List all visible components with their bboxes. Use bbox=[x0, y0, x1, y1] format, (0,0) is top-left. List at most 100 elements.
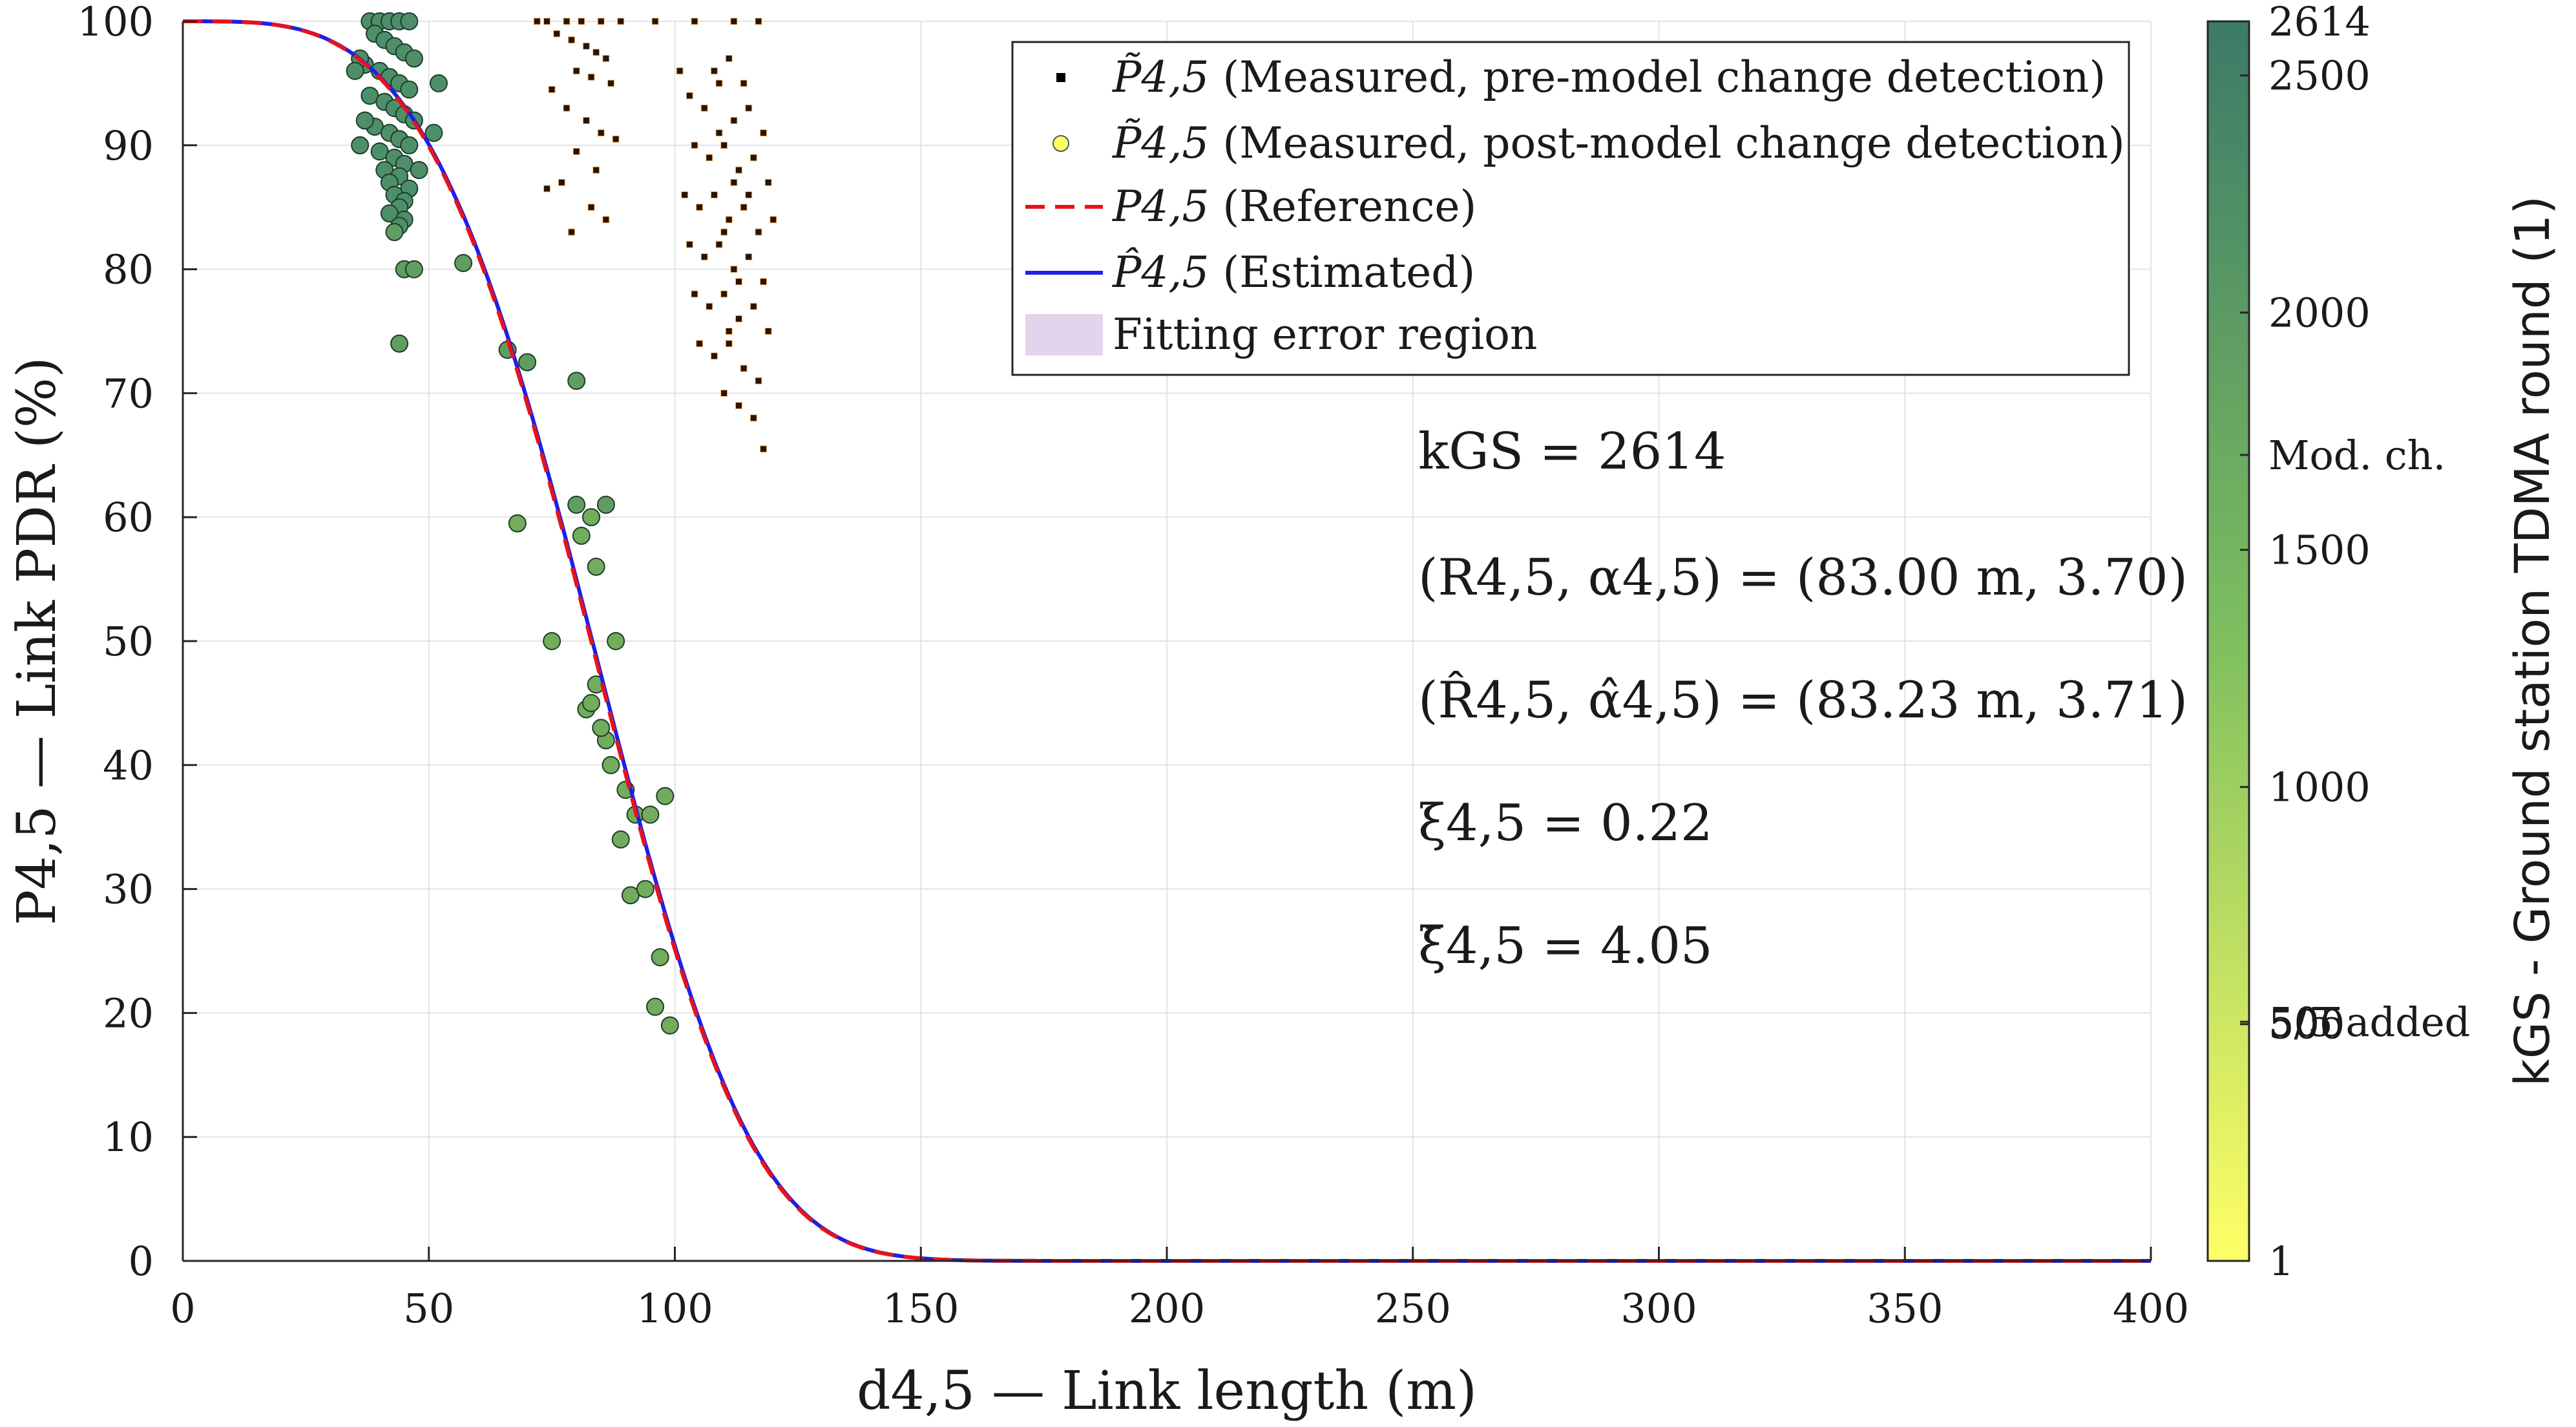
measured-pre-point bbox=[568, 228, 576, 236]
measured-post-point bbox=[518, 353, 537, 372]
measured-pre-point bbox=[720, 228, 728, 236]
measured-pre-point bbox=[749, 414, 757, 422]
legend: P̃4,5 (Measured, pre-model change detect… bbox=[1011, 41, 2130, 376]
annotation-line: ξ4,5 = 0.22 bbox=[1418, 794, 1713, 852]
legend-label: P̃4,5 (Measured, post-model change detec… bbox=[1112, 118, 2125, 168]
y-tick-label: 0 bbox=[129, 1238, 154, 1285]
y-tick-label: 60 bbox=[103, 494, 154, 541]
measured-post-point bbox=[567, 372, 586, 390]
measured-pre-point bbox=[582, 116, 590, 124]
measured-post-point bbox=[596, 496, 615, 514]
annotation-block: kGS = 2614 (R4,5, α4,5) = (83.00 m, 3.70)… bbox=[1418, 423, 2188, 975]
measured-pre-point bbox=[617, 17, 625, 25]
measured-post-point bbox=[400, 80, 419, 99]
measured-pre-point bbox=[572, 147, 580, 155]
measured-pre-point bbox=[691, 290, 698, 298]
measured-pre-point bbox=[725, 216, 733, 224]
colorbar-gradient bbox=[2206, 20, 2250, 1262]
measured-pre-point bbox=[720, 142, 728, 149]
measured-post-point bbox=[346, 61, 364, 80]
measured-post-point bbox=[390, 334, 409, 353]
measured-post-point bbox=[572, 526, 591, 545]
measured-post-point bbox=[602, 756, 620, 774]
measured-pre-point bbox=[553, 30, 561, 37]
y-tick-label: 40 bbox=[103, 742, 154, 789]
measured-pre-point bbox=[760, 278, 768, 286]
measured-pre-point bbox=[720, 389, 728, 397]
measured-pre-point bbox=[730, 178, 738, 186]
measured-post-point bbox=[656, 787, 675, 805]
measured-pre-point bbox=[602, 55, 610, 63]
measured-pre-point bbox=[651, 17, 659, 25]
reference-curve bbox=[183, 19, 2151, 1263]
annotation-line: kGS = 2614 bbox=[1418, 423, 1726, 481]
measured-pre-point bbox=[691, 142, 698, 149]
measured-post-point bbox=[410, 161, 428, 180]
measured-pre-point bbox=[597, 129, 605, 137]
measured-post-point bbox=[508, 514, 527, 533]
x-tick-label: 100 bbox=[636, 1285, 713, 1332]
measured-pre-point bbox=[612, 135, 620, 143]
measured-post-point bbox=[582, 508, 601, 527]
x-tick-label: 400 bbox=[2113, 1285, 2189, 1332]
measured-post-point bbox=[651, 948, 669, 967]
measured-pre-point bbox=[543, 185, 551, 193]
measured-post-point bbox=[592, 719, 611, 737]
measured-pre-point bbox=[597, 17, 605, 25]
measured-pre-point bbox=[735, 402, 742, 410]
legend-marker-circle bbox=[1052, 135, 1069, 152]
measured-pre-point bbox=[710, 67, 718, 75]
x-axis-label: d4,5 — Link length (m) bbox=[857, 1360, 1477, 1422]
x-tick-label: 150 bbox=[883, 1285, 959, 1332]
measured-pre-point bbox=[696, 204, 704, 211]
measured-pre-point bbox=[710, 352, 718, 360]
x-tick-label: 50 bbox=[403, 1285, 454, 1332]
measured-pre-point bbox=[548, 85, 556, 93]
measured-pre-point bbox=[607, 79, 615, 87]
legend-label: P4,5 (Reference) bbox=[1112, 182, 1476, 231]
measured-post-point bbox=[660, 1016, 679, 1035]
measured-post-point bbox=[611, 830, 630, 849]
measured-pre-point bbox=[592, 48, 600, 56]
legend-label: Fitting error region bbox=[1113, 310, 1537, 359]
measured-pre-point bbox=[700, 104, 708, 112]
measured-post-point bbox=[424, 123, 443, 142]
measured-pre-point bbox=[740, 204, 748, 211]
measured-pre-point bbox=[572, 67, 580, 75]
legend-label: P̃4,5 (Measured, pre-model change detect… bbox=[1112, 52, 2106, 102]
measured-post-point bbox=[587, 557, 605, 576]
annotation-line: ξ̄4,5 = 4.05 bbox=[1418, 917, 1713, 975]
y-tick-label: 50 bbox=[103, 618, 154, 665]
measured-pre-point bbox=[587, 73, 595, 81]
measured-post-point bbox=[355, 111, 374, 130]
colorbar-tick-label: 2000 bbox=[2268, 290, 2371, 337]
measured-pre-point bbox=[770, 216, 777, 224]
measured-pre-point bbox=[587, 204, 595, 211]
colorbar-marker-label: 505 bbox=[2268, 999, 2345, 1046]
colorbar-tick-label: 1 bbox=[2268, 1238, 2294, 1285]
measured-post-point bbox=[582, 693, 601, 712]
y-tick-label: 80 bbox=[103, 246, 154, 293]
measured-pre-point bbox=[715, 240, 723, 248]
measured-pre-point bbox=[749, 302, 757, 310]
y-axis-label: P4,5 — Link PDR (%) bbox=[6, 357, 68, 925]
measured-pre-point bbox=[706, 154, 713, 162]
measured-post-point bbox=[400, 12, 419, 30]
measured-post-point bbox=[636, 880, 654, 898]
measured-pre-point bbox=[735, 278, 742, 286]
measured-pre-point bbox=[740, 79, 748, 87]
measured-post-point bbox=[351, 136, 370, 154]
measured-pre-point bbox=[681, 191, 689, 199]
measured-post-point bbox=[454, 254, 473, 273]
measured-pre-point bbox=[686, 240, 693, 248]
measured-pre-point bbox=[582, 42, 590, 50]
colorbar-marker-label: 5/5 added bbox=[2268, 999, 2470, 1046]
measured-pre-point bbox=[730, 17, 738, 25]
measured-pre-point bbox=[745, 191, 753, 199]
colorbar-tick-label: 1500 bbox=[2268, 527, 2371, 574]
measured-pre-point bbox=[715, 79, 723, 87]
x-tick-label: 0 bbox=[170, 1285, 195, 1332]
